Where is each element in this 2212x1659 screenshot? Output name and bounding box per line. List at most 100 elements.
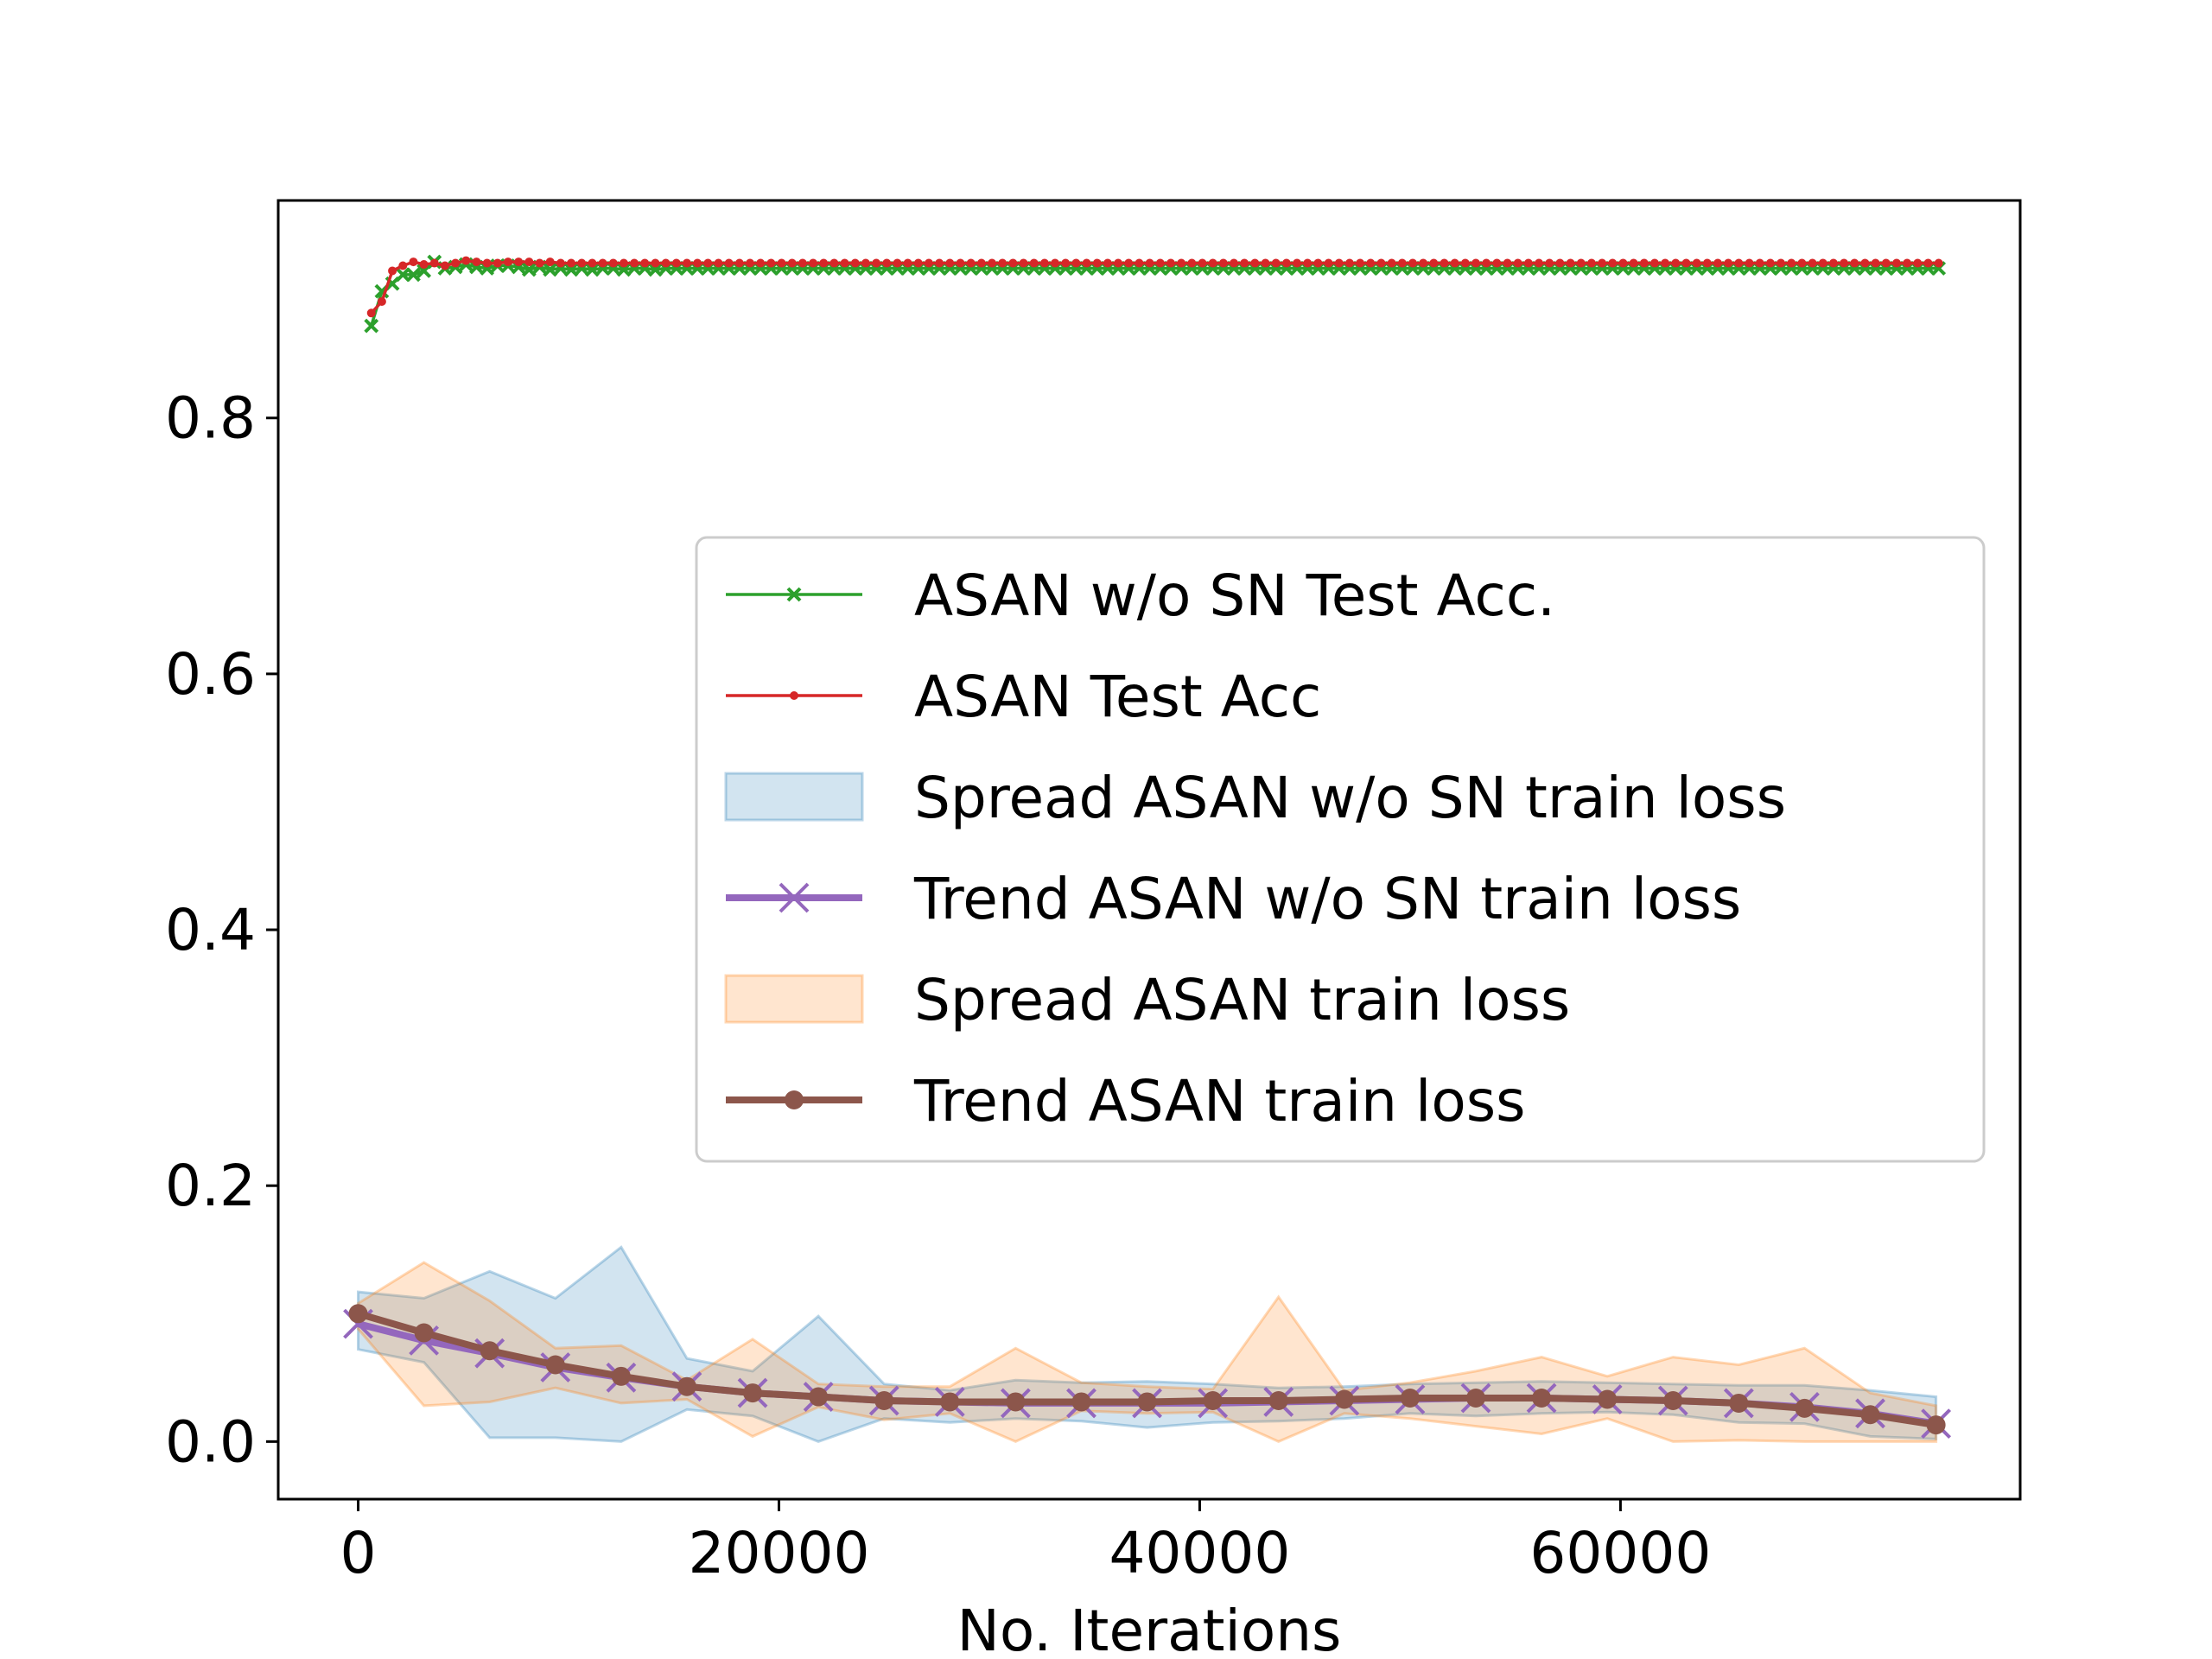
x-tick-label: 20000 [688, 1520, 869, 1586]
x-tick-label: 40000 [1109, 1520, 1290, 1586]
data-point [395, 267, 410, 283]
data-point [472, 257, 481, 267]
data-point [1532, 1389, 1552, 1408]
data-point [1713, 258, 1722, 268]
data-point [1913, 258, 1923, 268]
data-point [1187, 258, 1197, 268]
data-point [1198, 258, 1207, 268]
data-point [766, 258, 776, 268]
data-point [577, 258, 587, 268]
data-point [1039, 258, 1049, 268]
data-point [1166, 258, 1175, 268]
data-point [872, 258, 881, 268]
data-point [830, 258, 839, 268]
data-point [1051, 258, 1060, 268]
data-point [935, 258, 944, 268]
data-point [588, 258, 597, 268]
data-point [556, 258, 565, 268]
data-point [545, 257, 555, 267]
data-point [1061, 258, 1071, 268]
data-point [1135, 258, 1144, 268]
data-point [1334, 1389, 1354, 1409]
data-point [493, 258, 502, 268]
data-point [1702, 258, 1712, 268]
data-point [1545, 258, 1554, 268]
data-point [1608, 258, 1618, 268]
legend-item: Spread ASAN train loss [724, 967, 1570, 1033]
data-point [787, 258, 797, 268]
y-axis: 0.0 0.2 0.4 0.6 0.8 [165, 385, 278, 1475]
data-point [1503, 258, 1512, 268]
data-point [809, 1387, 829, 1407]
data-point [1019, 258, 1028, 268]
data-point [1218, 258, 1228, 268]
x-tick-label: 0 [340, 1520, 377, 1586]
data-point [913, 258, 923, 268]
data-point [619, 258, 628, 268]
data-point [1649, 258, 1659, 268]
data-point [724, 258, 734, 268]
data-point [1777, 258, 1786, 268]
data-point [514, 257, 524, 267]
data-point [377, 296, 386, 306]
data-point [461, 256, 471, 265]
data-point [1513, 258, 1522, 268]
data-point [1114, 258, 1123, 268]
data-point [1408, 258, 1417, 268]
data-point [1281, 258, 1291, 268]
data-point [882, 258, 892, 268]
data-point [1681, 258, 1691, 268]
data-point [651, 258, 660, 268]
data-point [451, 258, 461, 268]
data-point [1145, 258, 1154, 268]
data-point [419, 260, 429, 270]
data-point [1576, 258, 1586, 268]
data-point [1923, 258, 1933, 268]
x-axis-label: No. Iterations [957, 1598, 1342, 1659]
data-point [1860, 258, 1870, 268]
y-tick-label: 0.6 [165, 641, 256, 708]
data-point [661, 258, 671, 268]
data-point [1871, 258, 1880, 268]
data-point [1787, 258, 1796, 268]
data-point [1466, 1389, 1485, 1408]
legend-marker [790, 691, 798, 700]
data-point [1598, 1389, 1618, 1409]
data-point [1734, 258, 1744, 268]
legend-label: Spread ASAN w/o SN train loss [914, 765, 1786, 831]
data-point [1356, 258, 1365, 268]
data-point [1240, 258, 1249, 268]
data-point [1618, 258, 1628, 268]
data-point [874, 1390, 894, 1410]
data-point [924, 258, 933, 268]
data-point [504, 257, 512, 267]
data-point [1828, 258, 1838, 268]
data-point [1293, 258, 1302, 268]
data-point [1376, 258, 1386, 268]
data-point [414, 1323, 434, 1343]
data-point [1850, 258, 1859, 268]
legend-marker [785, 1090, 804, 1109]
data-point [567, 258, 576, 268]
data-point [1429, 258, 1439, 268]
data-point [746, 258, 754, 268]
data-point [703, 258, 713, 268]
data-point [611, 1366, 631, 1386]
y-tick-label: 0.4 [165, 897, 256, 963]
data-point [893, 258, 902, 268]
data-point [521, 262, 537, 277]
data-point [1471, 258, 1480, 268]
data-point [1397, 258, 1407, 268]
legend-item: ASAN w/o SN Test Acc. [726, 563, 1555, 629]
data-point [940, 1392, 960, 1412]
data-point [1208, 258, 1217, 268]
data-point [819, 258, 829, 268]
data-point [809, 258, 818, 268]
data-point [1535, 258, 1544, 268]
y-tick-label: 0.8 [165, 385, 256, 452]
y-tick-label: 0.0 [165, 1408, 256, 1475]
data-point [1460, 258, 1470, 268]
axes-frame [276, 199, 2022, 1501]
data-point [1137, 1392, 1157, 1412]
data-point [1797, 258, 1807, 268]
